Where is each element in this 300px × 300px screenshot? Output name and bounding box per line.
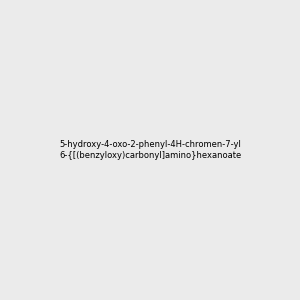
Text: 5-hydroxy-4-oxo-2-phenyl-4H-chromen-7-yl 6-{[(benzyloxy)carbonyl]amino}hexanoate: 5-hydroxy-4-oxo-2-phenyl-4H-chromen-7-yl… xyxy=(59,140,241,160)
